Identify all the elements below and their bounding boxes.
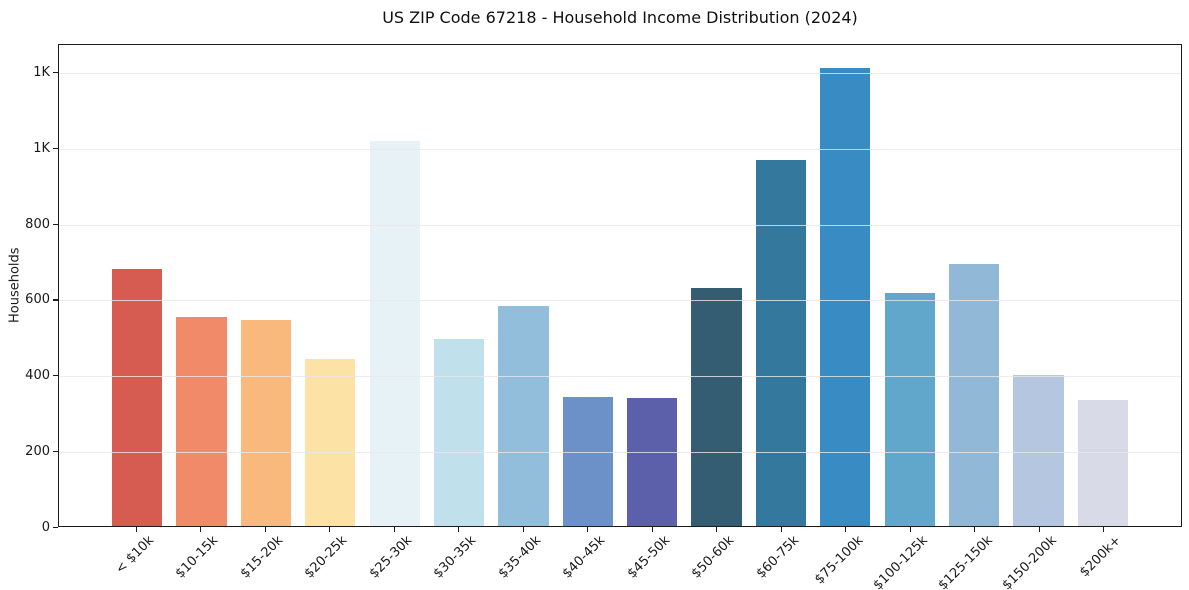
y-tick-mark: [53, 223, 58, 225]
bar-slot: [878, 45, 942, 526]
y-tick-mark: [53, 526, 58, 528]
x-tick-label: $125-150k: [935, 533, 996, 590]
x-tick-label: $45-50k: [624, 533, 673, 582]
bar-slot: [1071, 45, 1135, 526]
bar-slot: [556, 45, 620, 526]
bar-$35-40k: [498, 306, 549, 526]
plot-area: [58, 44, 1182, 527]
x-tick-mark: [522, 527, 524, 532]
y-tick-mark: [53, 450, 58, 452]
bar-slot: [749, 45, 813, 526]
bar-slot: [234, 45, 298, 526]
y-tick-label: 600: [25, 292, 50, 308]
x-tick-label: $60-75k: [753, 533, 802, 582]
y-tick-mark: [53, 147, 58, 150]
bar-$40-45k: [562, 397, 613, 526]
bar-$20-25k: [305, 359, 356, 526]
x-tick-label: < $10k: [112, 533, 157, 578]
bar-$50-60k: [691, 287, 742, 526]
x-tick-mark: [716, 527, 718, 532]
bar-< $10k: [112, 268, 163, 526]
bar-slot: [491, 45, 555, 526]
x-tick-label: $50-60k: [688, 533, 738, 582]
bar-slot: [942, 45, 1006, 526]
y-tick-label: 1K: [33, 140, 50, 156]
bar-$45-50k: [627, 398, 678, 526]
bar-$75-100k: [820, 68, 871, 526]
x-tick-mark: [845, 527, 847, 532]
y-tick-label: 400: [25, 368, 50, 384]
bar-$10-15k: [176, 316, 227, 526]
y-tick-mark: [53, 72, 58, 74]
bar-slot: [684, 45, 748, 526]
y-tick-mark: [53, 299, 58, 301]
x-tick-mark: [974, 527, 976, 532]
bar-slot: [1006, 45, 1070, 526]
bar-slot: [105, 45, 169, 526]
x-tick-mark: [200, 527, 202, 532]
x-tick-mark: [135, 527, 137, 532]
x-tick-mark: [909, 527, 911, 532]
x-tick-label: $15-20k: [237, 533, 286, 582]
x-tick-label: $10-15k: [172, 533, 222, 582]
x-tick-label: $40-45k: [559, 533, 609, 582]
y-tick-label: 0: [41, 519, 50, 535]
x-tick-label: $150-200k: [999, 533, 1060, 590]
bar-$15-20k: [240, 320, 292, 526]
x-tick-label: $200k+: [1077, 533, 1125, 581]
bar-slot: [363, 45, 427, 526]
bar-slot: [620, 45, 684, 526]
x-tick-mark: [780, 527, 782, 532]
chart-title: US ZIP Code 67218 - Household Income Dis…: [382, 8, 858, 27]
y-tick-label: 200: [25, 443, 50, 459]
x-tick-mark: [651, 527, 653, 532]
x-tick-mark: [458, 527, 460, 532]
x-tick-label: $30-35k: [430, 533, 480, 582]
bar-slot: [813, 45, 877, 526]
y-tick-label: 800: [25, 216, 50, 232]
bar-$150-200k: [1013, 375, 1064, 526]
y-tick-mark: [53, 375, 58, 377]
x-tick-label: $35-40k: [495, 533, 544, 582]
x-tick-mark: [393, 527, 395, 532]
bar-slot: [298, 45, 362, 526]
y-tick-label: 1K: [33, 65, 50, 81]
bar-slot: [427, 45, 491, 526]
bar-$200k+: [1077, 399, 1128, 526]
bars-container: [59, 45, 1181, 526]
bar-$100-125k: [884, 292, 935, 526]
x-tick-label: $20-25k: [301, 533, 351, 582]
bar-$60-75k: [755, 159, 807, 526]
bar-slot: [169, 45, 233, 526]
x-tick-label: $75-100k: [812, 533, 867, 588]
x-tick-mark: [587, 527, 589, 532]
x-tick-label: $25-30k: [366, 533, 415, 582]
bar-$30-35k: [433, 339, 485, 526]
bar-$125-150k: [948, 263, 1000, 526]
x-tick-mark: [329, 527, 331, 532]
x-tick-mark: [264, 527, 266, 532]
x-tick-mark: [1103, 527, 1105, 532]
x-tick-mark: [1038, 527, 1040, 532]
x-tick-label: $100-125k: [870, 533, 931, 590]
bar-$25-30k: [369, 140, 420, 526]
